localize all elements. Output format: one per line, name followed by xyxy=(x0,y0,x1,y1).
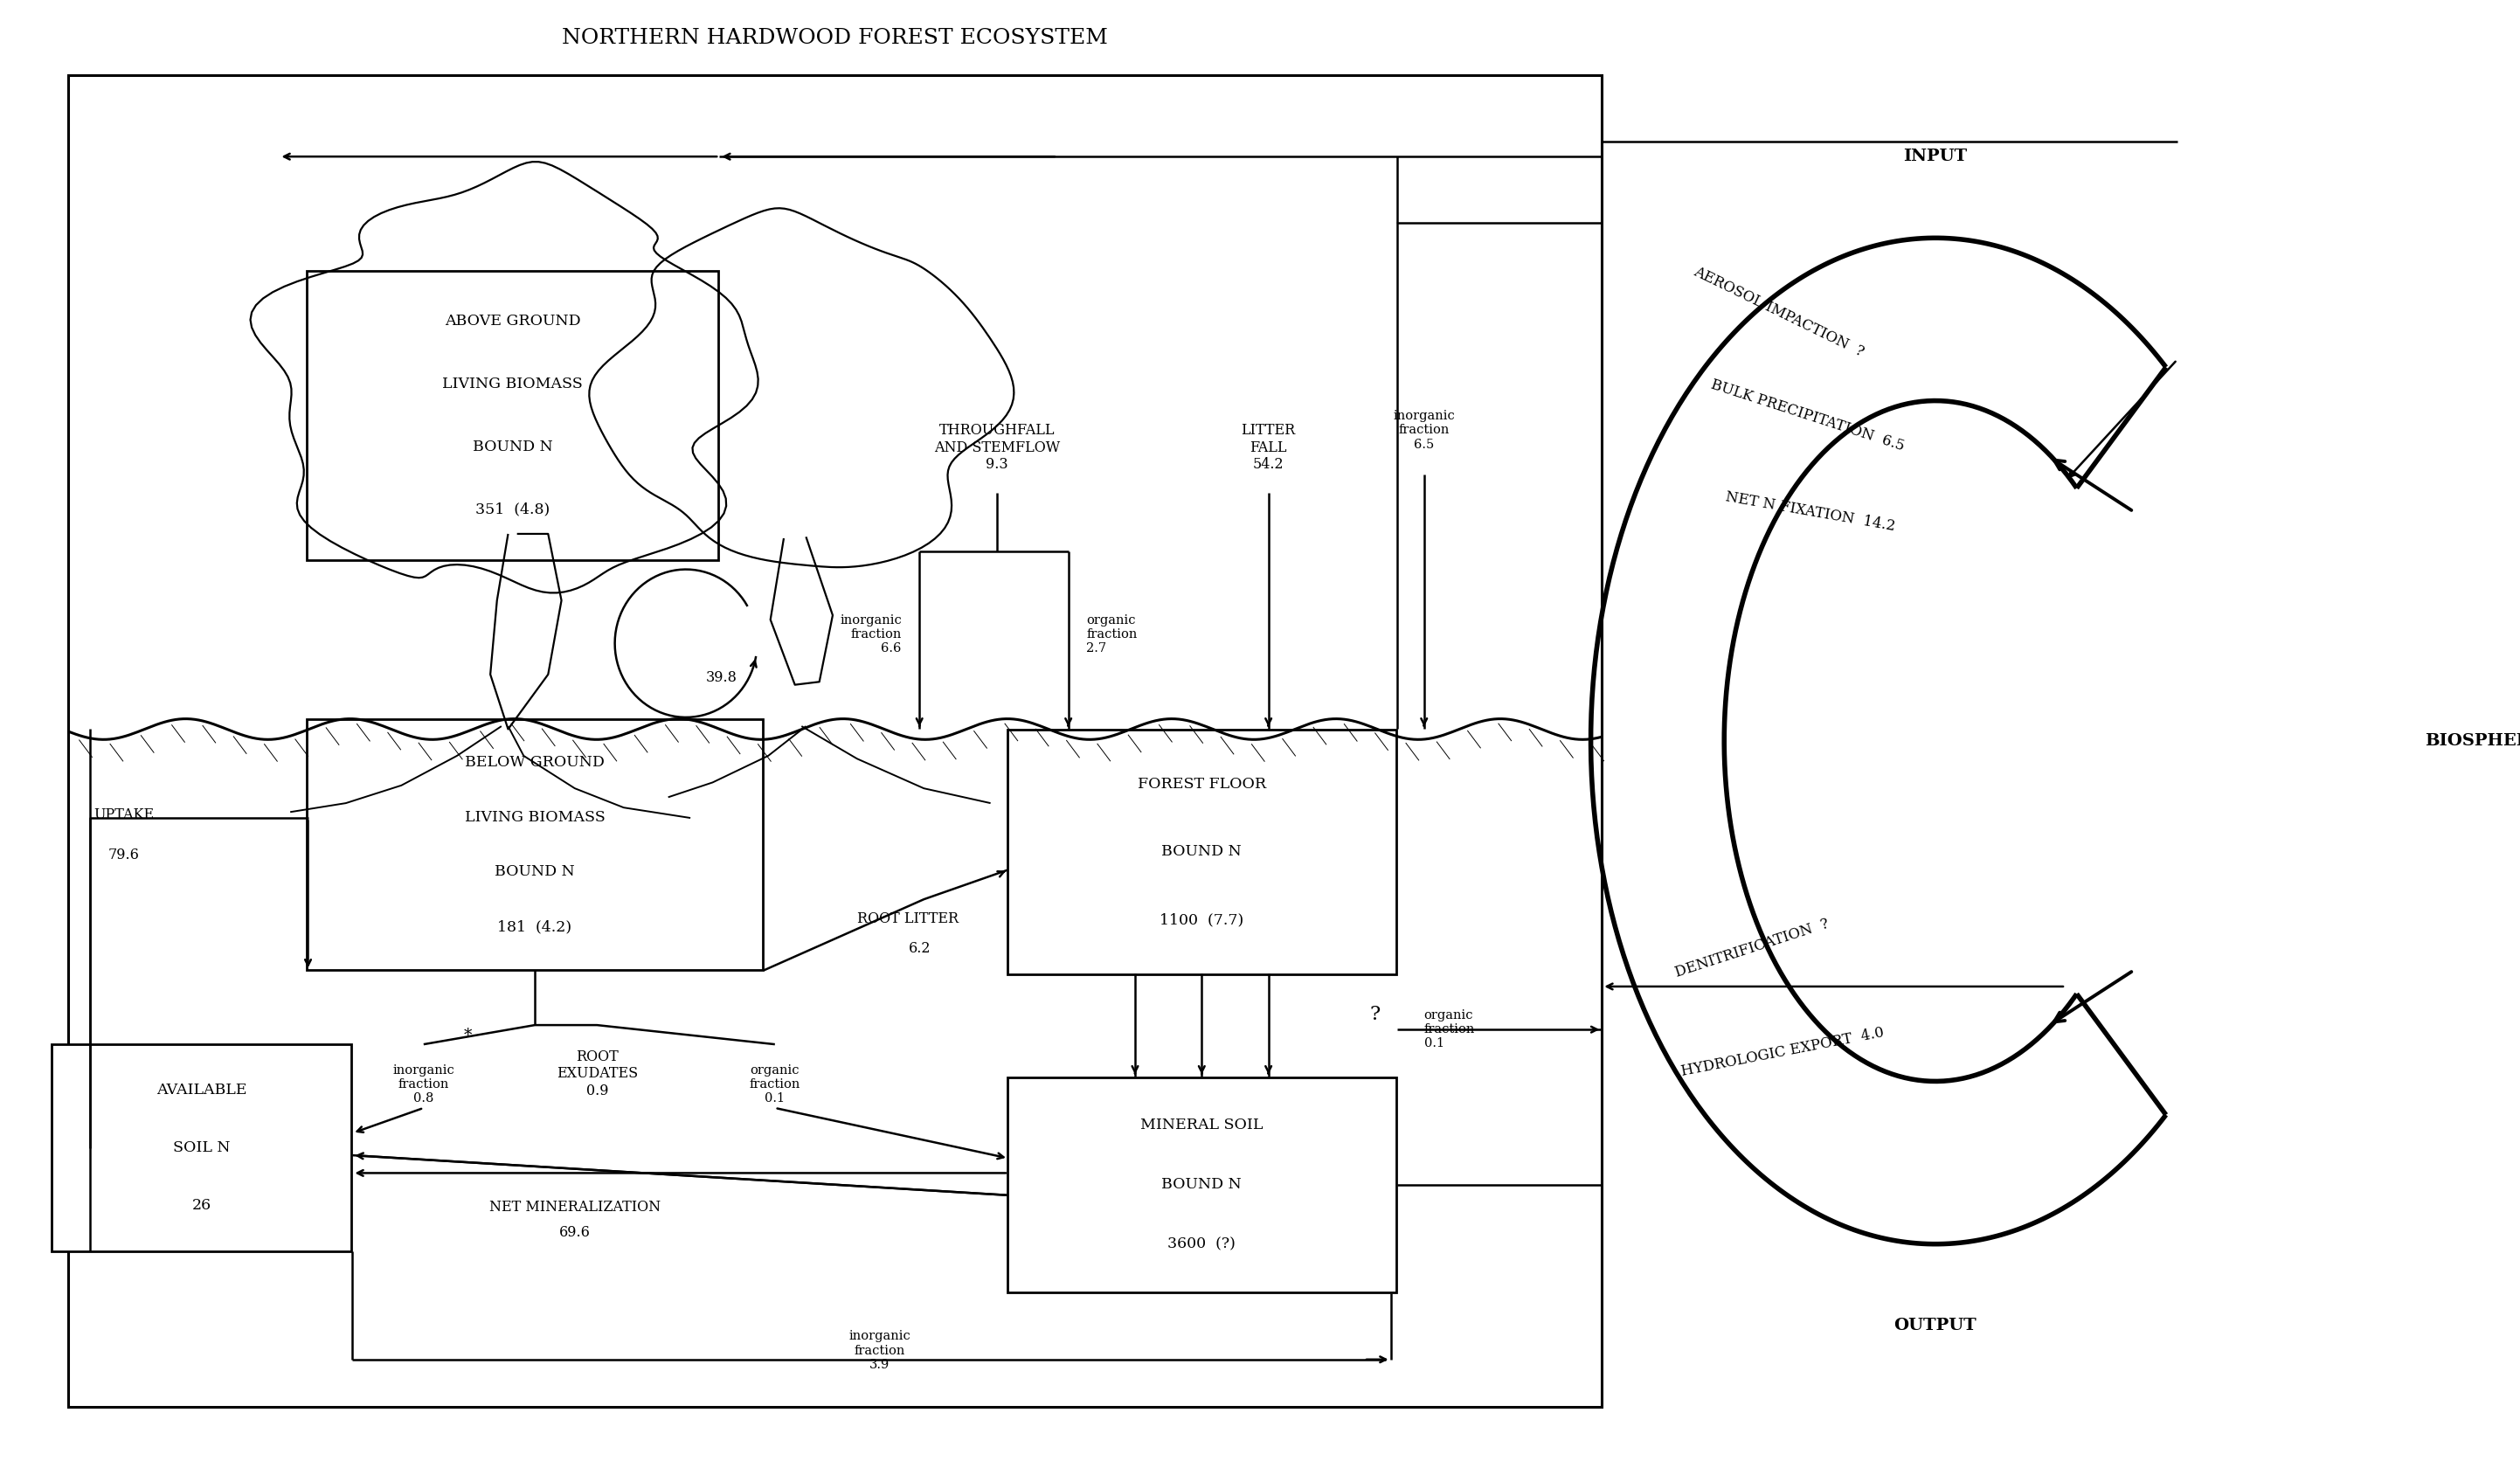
Text: LIVING BIOMASS: LIVING BIOMASS xyxy=(444,376,582,391)
Text: inorganic
fraction
3.9: inorganic fraction 3.9 xyxy=(849,1331,910,1371)
Text: AEROSOL IMPACTION  ?: AEROSOL IMPACTION ? xyxy=(1691,264,1865,360)
Text: ABOVE GROUND: ABOVE GROUND xyxy=(444,314,580,329)
Text: FOREST FLOOR: FOREST FLOOR xyxy=(1137,777,1265,791)
Text: BOUND N: BOUND N xyxy=(1162,1177,1242,1193)
Text: BELOW GROUND: BELOW GROUND xyxy=(464,756,605,771)
Text: UPTAKE: UPTAKE xyxy=(93,808,154,823)
Text: organic
fraction
0.1: organic fraction 0.1 xyxy=(1424,1009,1474,1049)
Text: ROOT
EXUDATES
0.9: ROOT EXUDATES 0.9 xyxy=(557,1049,638,1098)
Text: LITTER
FALL
54.2: LITTER FALL 54.2 xyxy=(1242,422,1295,471)
Text: NORTHERN HARDWOOD FOREST ECOSYSTEM: NORTHERN HARDWOOD FOREST ECOSYSTEM xyxy=(562,28,1109,49)
Text: 6.2: 6.2 xyxy=(907,941,930,956)
Text: HYDROLOGIC EXPORT  4.0: HYDROLOGIC EXPORT 4.0 xyxy=(1681,1024,1885,1079)
Text: ?: ? xyxy=(1371,1005,1381,1024)
Text: NET N FIXATION  14.2: NET N FIXATION 14.2 xyxy=(1724,489,1895,534)
FancyBboxPatch shape xyxy=(1008,1077,1396,1292)
Text: LIVING BIOMASS: LIVING BIOMASS xyxy=(464,809,605,824)
FancyBboxPatch shape xyxy=(1008,731,1396,974)
Text: 69.6: 69.6 xyxy=(559,1224,590,1239)
Text: OUTPUT: OUTPUT xyxy=(1895,1317,1976,1334)
Text: SOIL N: SOIL N xyxy=(174,1141,229,1156)
Text: BIOSPHERE: BIOSPHERE xyxy=(2424,734,2520,748)
Text: 3600  (?): 3600 (?) xyxy=(1167,1237,1235,1252)
Text: 1100  (7.7): 1100 (7.7) xyxy=(1159,913,1245,928)
Text: 26: 26 xyxy=(192,1197,212,1212)
Text: THROUGHFALL
AND STEMFLOW
9.3: THROUGHFALL AND STEMFLOW 9.3 xyxy=(935,422,1061,471)
FancyBboxPatch shape xyxy=(50,1045,350,1251)
FancyBboxPatch shape xyxy=(307,719,764,971)
Text: 39.8: 39.8 xyxy=(706,670,738,685)
Text: INPUT: INPUT xyxy=(1903,148,1968,165)
Text: AVAILABLE: AVAILABLE xyxy=(156,1083,247,1098)
Text: BOUND N: BOUND N xyxy=(494,864,575,879)
Text: inorganic
fraction
0.8: inorganic fraction 0.8 xyxy=(393,1064,454,1104)
Text: organic
fraction
0.1: organic fraction 0.1 xyxy=(748,1064,801,1104)
Text: DENITRIFICATION  ?: DENITRIFICATION ? xyxy=(1673,916,1830,980)
Text: inorganic
fraction
6.5: inorganic fraction 6.5 xyxy=(1394,411,1454,451)
Text: MINERAL SOIL: MINERAL SOIL xyxy=(1142,1117,1263,1132)
Text: BOUND N: BOUND N xyxy=(1162,845,1242,860)
Text: 351  (4.8): 351 (4.8) xyxy=(476,502,549,517)
Text: NET MINERALIZATION: NET MINERALIZATION xyxy=(489,1199,660,1214)
Text: inorganic
fraction
6.6: inorganic fraction 6.6 xyxy=(839,614,902,655)
Text: BOUND N: BOUND N xyxy=(471,440,552,455)
Text: organic
fraction
2.7: organic fraction 2.7 xyxy=(1086,614,1137,655)
Text: *: * xyxy=(464,1027,471,1043)
Text: 181  (4.2): 181 (4.2) xyxy=(496,919,572,934)
Text: 79.6: 79.6 xyxy=(108,848,139,863)
Text: BULK PRECIPITATION  6.5: BULK PRECIPITATION 6.5 xyxy=(1709,376,1905,453)
FancyBboxPatch shape xyxy=(307,271,718,560)
Text: ROOT LITTER: ROOT LITTER xyxy=(857,911,958,926)
